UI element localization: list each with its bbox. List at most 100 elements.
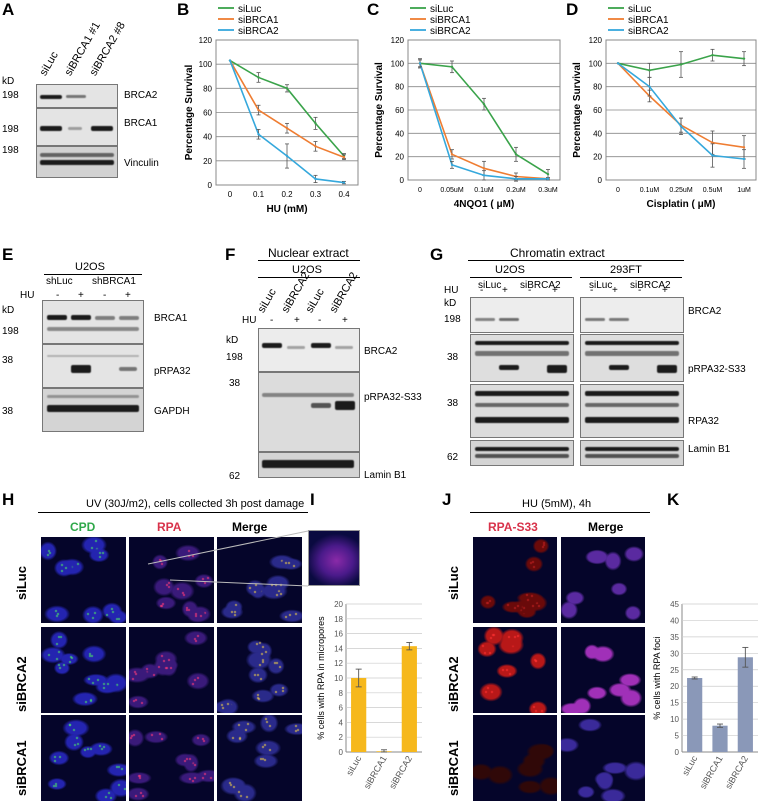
- group-label: shLuc: [46, 276, 73, 287]
- y-tick-label: 20: [203, 157, 212, 166]
- blot-prpa32-s33: [258, 372, 360, 452]
- data-point: [450, 65, 454, 69]
- hu-sign: -: [103, 290, 107, 301]
- data-point: [314, 122, 317, 125]
- bar: [737, 657, 753, 752]
- zoom-guide-lines: [147, 530, 309, 587]
- data-point: [418, 62, 422, 65]
- data-point: [514, 153, 518, 156]
- micrograph-h-r2-c1: [40, 626, 127, 714]
- data-point: [711, 154, 714, 157]
- data-point: [546, 172, 550, 176]
- row-label: siBRCA1: [14, 740, 29, 796]
- x-tick-label: 0.2uM: [506, 187, 526, 194]
- x-tick-label: 0.1uM: [640, 187, 660, 194]
- y-tick-label: 4: [339, 718, 344, 727]
- protein-label: Vinculin: [124, 158, 159, 169]
- blot-rpa32-u2os: [470, 384, 574, 438]
- x-tick-label: 0.5uM: [703, 187, 723, 194]
- x-tick-label: 1uM: [737, 187, 751, 194]
- panel-title: Chromatin extract: [510, 246, 605, 260]
- x-tick-label: 0: [228, 190, 233, 199]
- hu-sign: +: [662, 285, 668, 296]
- protein-label: GAPDH: [154, 406, 190, 417]
- protein-label: Lamin B1: [688, 444, 731, 455]
- panel-title: Nuclear extract: [268, 246, 349, 260]
- protein-label: Lamin B1: [364, 470, 407, 481]
- y-tick-label: 40: [593, 129, 602, 138]
- group-label: siLuc: [589, 280, 613, 291]
- group-label: siBRCA2: [630, 280, 671, 291]
- y-tick-label: 120: [391, 36, 405, 45]
- micrograph-h-r1-c2: [128, 536, 215, 624]
- row-label: siLuc: [14, 566, 29, 600]
- hu-sign: -: [318, 315, 322, 326]
- hu-sign: -: [638, 285, 642, 296]
- protein-label: BRCA1: [124, 118, 158, 129]
- panel-label-d: D: [566, 0, 579, 19]
- y-tick-label: 80: [593, 83, 602, 92]
- y-tick-label: 20: [395, 153, 404, 162]
- data-point: [285, 154, 289, 158]
- micrograph-h-r3-c2: [128, 714, 215, 802]
- row-label: siBRCA2: [14, 656, 29, 712]
- data-point: [285, 87, 289, 90]
- data-point: [742, 157, 746, 161]
- y-tick-label: 0: [400, 176, 405, 185]
- blot-brca1: [36, 108, 118, 146]
- y-tick-label: 20: [670, 682, 679, 691]
- hu-label: HU: [242, 315, 257, 326]
- y-tick-label: 80: [203, 84, 212, 93]
- data-point: [742, 57, 746, 60]
- data-point: [342, 156, 346, 159]
- y-tick-label: 6: [339, 704, 344, 713]
- mw-marker: 198: [444, 314, 461, 325]
- x-tick-label: siBRCA1: [362, 754, 389, 791]
- blot-lamin-u2os: [470, 440, 574, 466]
- micrograph-h-r3-c3: [216, 714, 303, 802]
- hu-sign: +: [78, 290, 84, 301]
- hu-sign: +: [552, 285, 558, 296]
- data-point: [648, 69, 651, 72]
- protein-label: BRCA1: [154, 313, 188, 324]
- lane-label: siLuc: [37, 49, 61, 78]
- data-point: [257, 108, 260, 112]
- micrograph-h-r1-c1: [40, 536, 127, 624]
- blot-brca2-293ft: [580, 297, 684, 333]
- y-tick-label: 120: [199, 36, 213, 45]
- micrograph-h-r2-c3: [216, 626, 303, 714]
- series-line-sibrca1: [229, 60, 345, 158]
- column-label-merge: Merge: [232, 520, 268, 534]
- y-tick-label: 35: [670, 633, 679, 642]
- x-tick-label: 0.3: [310, 190, 322, 199]
- chart-d: 0 20 40 60 80 100 120 0 0.1uM 0.25uM 0.5uM 1uM siLuc…: [572, 4, 757, 210]
- x-tick-label: 0.4: [338, 190, 350, 199]
- data-point: [450, 153, 454, 156]
- y-tick-label: 25: [670, 666, 679, 675]
- x-tick-label: 0.1: [253, 190, 265, 199]
- micrograph-h-r3-c1: [40, 714, 127, 802]
- data-point: [482, 167, 486, 170]
- y-tick-label: 60: [203, 109, 212, 118]
- micrograph-j-r2-c1: [472, 626, 558, 714]
- x-tick-label: siBRCA1: [698, 754, 725, 791]
- blot-brca2: [36, 84, 118, 108]
- y-tick-label: 18: [334, 615, 343, 624]
- hu-sign: +: [294, 315, 300, 326]
- x-tick-label: 0: [418, 187, 422, 194]
- x-tick-label: 0.2: [281, 190, 293, 199]
- y-axis-label: % cells with RPA in micropores: [316, 616, 326, 740]
- mw-marker: 38: [2, 406, 14, 417]
- bar: [687, 678, 703, 752]
- panel-label-i: I: [310, 490, 315, 509]
- row-label: siBRCA2: [446, 656, 461, 712]
- hu-sign: +: [612, 285, 618, 296]
- panel-label-h: H: [2, 490, 15, 509]
- column-label-rpa-s33: RPA-S33: [488, 520, 538, 534]
- group-label: siBRCA2: [520, 280, 561, 291]
- data-point: [546, 177, 550, 181]
- mw-marker: 198: [2, 90, 19, 101]
- data-point: [711, 53, 714, 57]
